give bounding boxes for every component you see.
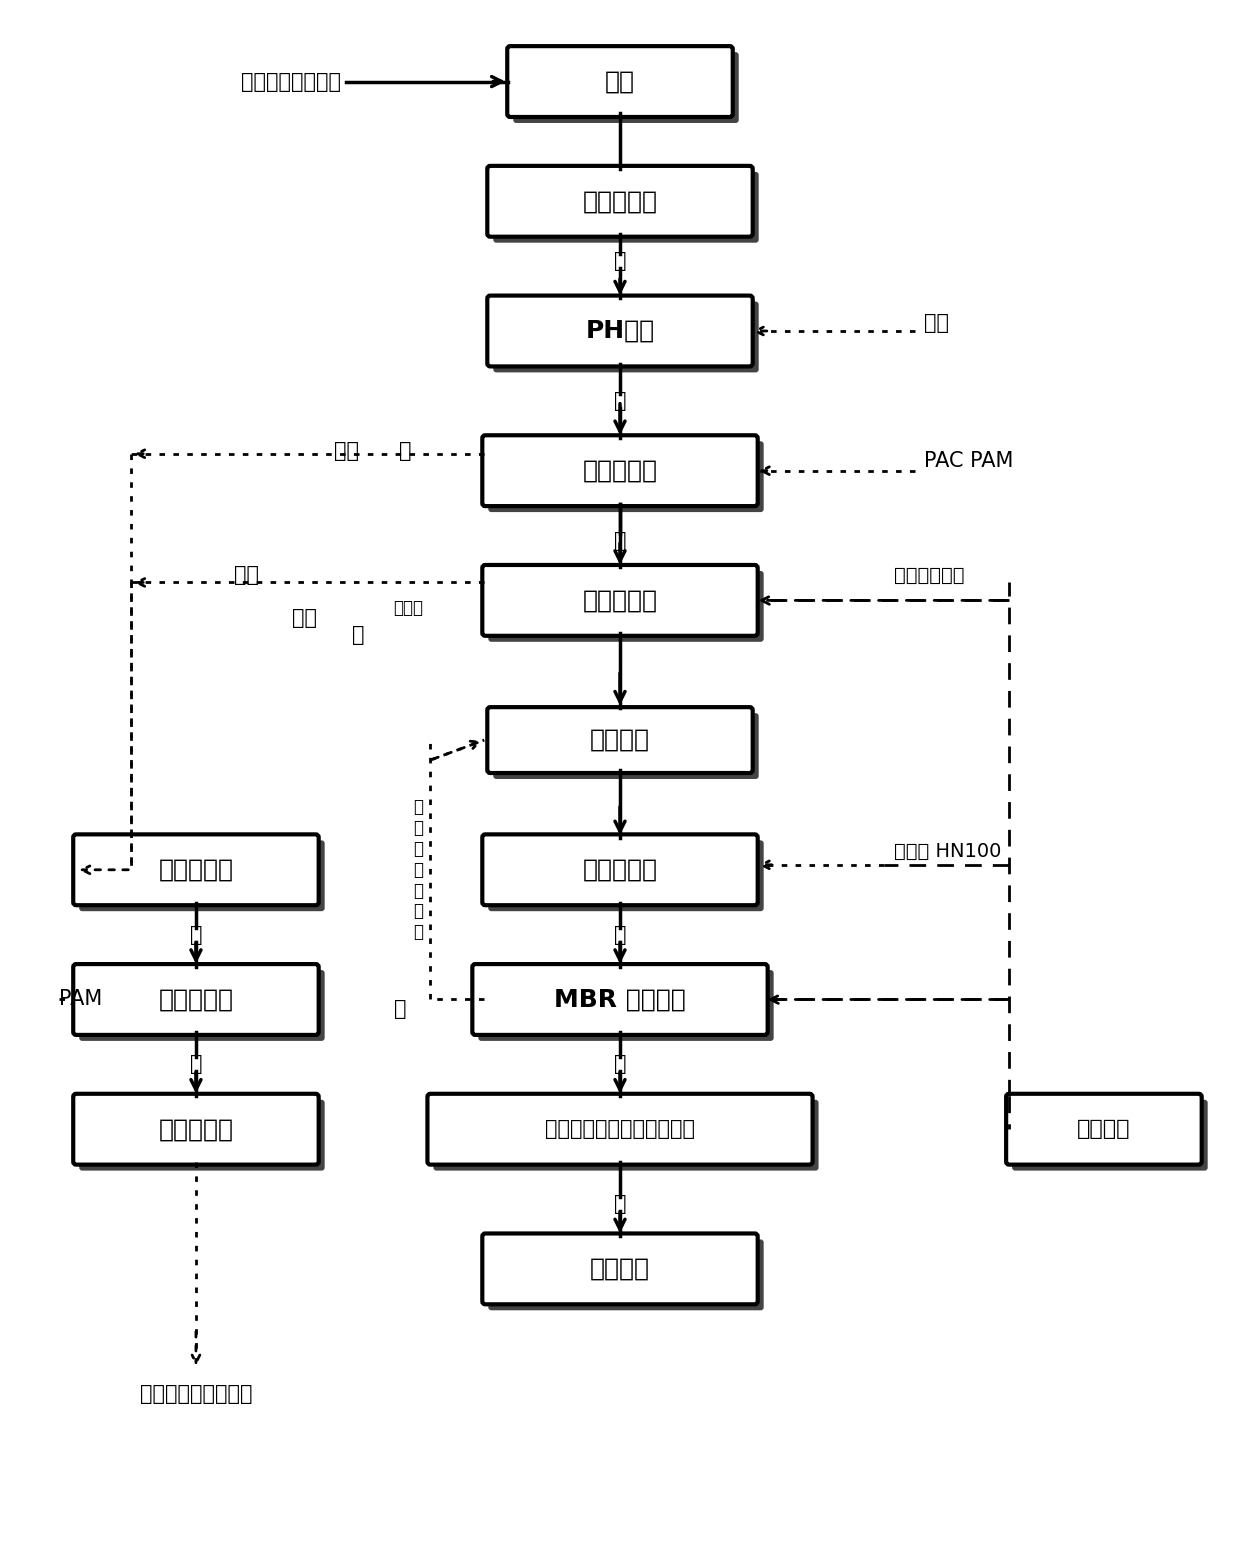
FancyBboxPatch shape (79, 969, 325, 1041)
Text: PAM: PAM (60, 990, 103, 1010)
FancyBboxPatch shape (489, 1239, 764, 1311)
Text: 极板冲刷用气: 极板冲刷用气 (894, 566, 965, 585)
Text: 泵: 泵 (190, 924, 202, 945)
FancyBboxPatch shape (489, 841, 764, 910)
Text: PAC PAM: PAC PAM (924, 451, 1013, 470)
Text: 沉泥: 沉泥 (291, 608, 316, 628)
FancyBboxPatch shape (487, 166, 753, 237)
Text: 泵: 泵 (614, 1194, 626, 1214)
FancyBboxPatch shape (79, 1100, 325, 1171)
Text: 反硝化区: 反硝化区 (590, 727, 650, 752)
Text: 混凝沉淀区: 混凝沉淀区 (583, 459, 657, 482)
FancyBboxPatch shape (73, 834, 319, 906)
Text: PH调节: PH调节 (585, 320, 655, 343)
Text: 泵: 泵 (394, 999, 407, 1019)
Text: 泵: 泵 (614, 924, 626, 945)
FancyBboxPatch shape (513, 53, 739, 123)
Text: 泵: 泵 (614, 1055, 626, 1075)
FancyBboxPatch shape (472, 965, 768, 1035)
Text: 深度处理区（可选配组合）: 深度处理区（可选配组合） (546, 1120, 694, 1138)
FancyBboxPatch shape (489, 440, 764, 512)
Text: MBR 膜生化区: MBR 膜生化区 (554, 988, 686, 1011)
Text: 电解气浮区: 电解气浮区 (583, 588, 657, 613)
FancyBboxPatch shape (479, 969, 774, 1041)
Text: 污
泥
回
流
或
排
放: 污 泥 回 流 或 排 放 (413, 799, 423, 941)
Text: 酸碱: 酸碱 (924, 313, 950, 333)
FancyBboxPatch shape (1012, 1100, 1208, 1171)
Text: 收集调节池: 收集调节池 (583, 189, 657, 214)
FancyBboxPatch shape (482, 436, 758, 506)
FancyBboxPatch shape (494, 713, 759, 779)
Text: 泵: 泵 (614, 391, 626, 411)
Text: 泵: 泵 (190, 1055, 202, 1075)
Text: 泥饼委托无害化处置: 泥饼委托无害化处置 (140, 1383, 252, 1404)
FancyBboxPatch shape (434, 1100, 818, 1171)
Text: 浮渣: 浮渣 (234, 566, 259, 585)
Text: 供气风机: 供气风机 (1078, 1120, 1131, 1138)
Text: 泵: 泵 (399, 440, 412, 461)
FancyBboxPatch shape (1006, 1093, 1202, 1165)
Text: 污泥调理箱: 污泥调理箱 (159, 988, 233, 1011)
FancyBboxPatch shape (73, 965, 319, 1035)
FancyBboxPatch shape (482, 565, 758, 636)
FancyBboxPatch shape (79, 841, 325, 910)
FancyBboxPatch shape (428, 1093, 812, 1165)
FancyBboxPatch shape (487, 707, 753, 772)
Text: 污泥浓缩池: 污泥浓缩池 (159, 858, 233, 883)
Text: 格栅: 格栅 (605, 70, 635, 93)
Text: 中转站垃圾渗滤液: 中转站垃圾渗滤液 (241, 71, 341, 92)
Text: 刮渣机: 刮渣机 (393, 599, 424, 617)
FancyBboxPatch shape (489, 571, 764, 642)
FancyBboxPatch shape (507, 47, 733, 116)
Text: 营养剂 HN100: 营养剂 HN100 (894, 842, 1002, 861)
FancyBboxPatch shape (494, 172, 759, 242)
FancyBboxPatch shape (482, 834, 758, 906)
FancyBboxPatch shape (73, 1093, 319, 1165)
Text: 板框压滤机: 板框压滤机 (159, 1117, 233, 1142)
Text: 污泥: 污泥 (334, 440, 358, 461)
Text: 达标排放: 达标排放 (590, 1256, 650, 1281)
Text: 泵: 泵 (352, 625, 365, 645)
Text: 泵: 泵 (614, 530, 626, 551)
Text: 泵: 泵 (614, 251, 626, 271)
FancyBboxPatch shape (482, 1233, 758, 1304)
FancyBboxPatch shape (487, 296, 753, 366)
FancyBboxPatch shape (494, 301, 759, 372)
Text: 好氧生化区: 好氧生化区 (583, 858, 657, 883)
